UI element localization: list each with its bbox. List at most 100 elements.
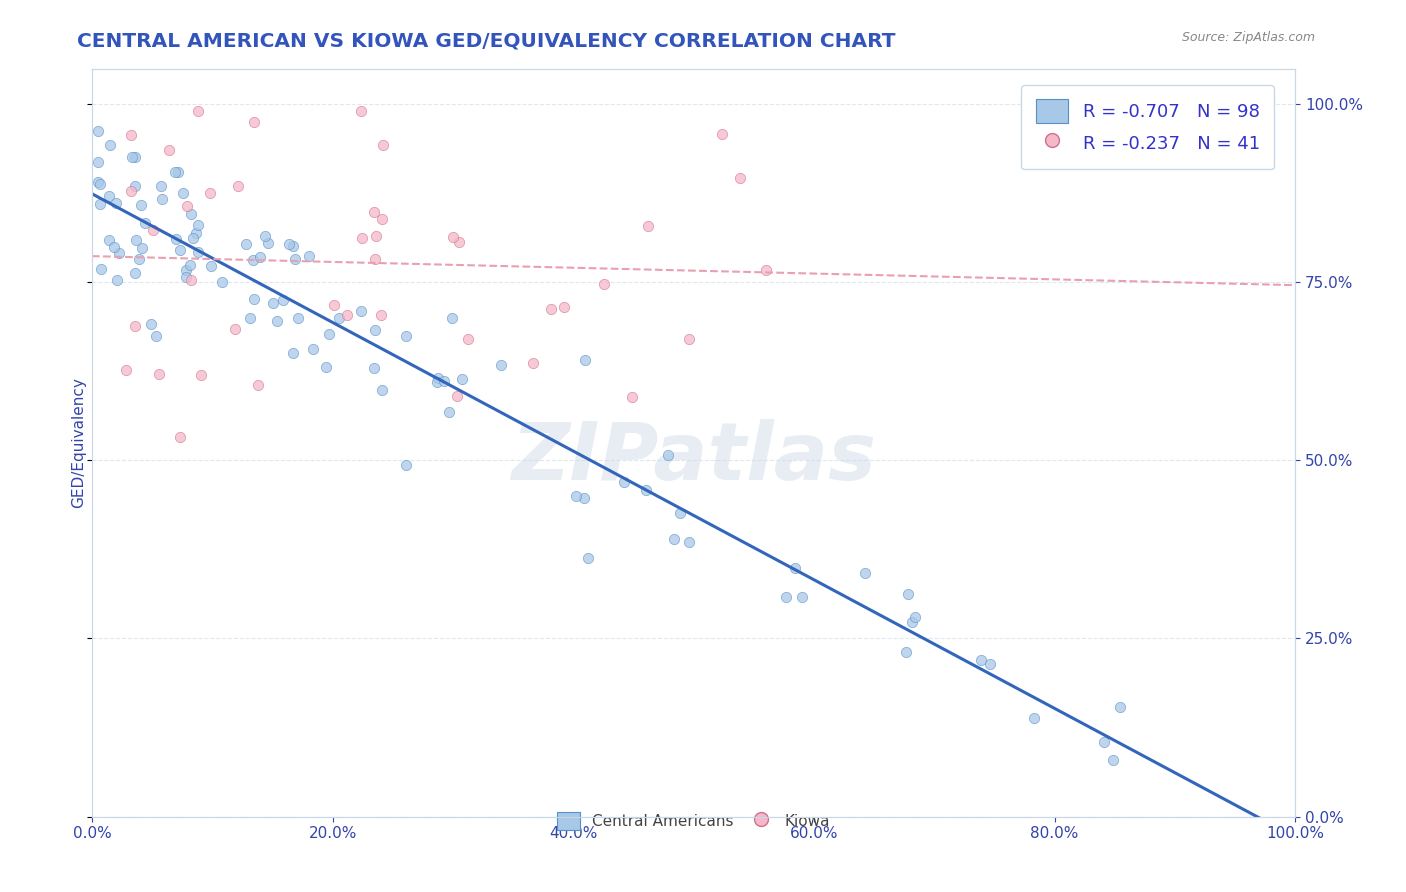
Point: [457, 332, 479, 346]
Point: [1102, 753, 1125, 767]
Point: [167, 165, 190, 179]
Point: [593, 277, 616, 291]
Point: [853, 566, 876, 581]
Point: [278, 236, 301, 251]
Text: Source: ZipAtlas.com: Source: ZipAtlas.com: [1181, 31, 1315, 45]
Point: [124, 319, 146, 334]
Point: [198, 186, 221, 200]
Point: [242, 253, 264, 268]
Point: [613, 475, 636, 489]
Point: [302, 342, 325, 356]
Point: [785, 560, 807, 574]
Point: [87, 124, 110, 138]
Point: [226, 179, 249, 194]
Point: [125, 233, 148, 247]
Point: [89, 197, 111, 211]
Point: [142, 222, 165, 236]
Point: [105, 273, 128, 287]
Point: [284, 252, 307, 267]
Point: [664, 532, 686, 546]
Point: [366, 229, 388, 244]
Point: [790, 590, 813, 604]
Point: [98, 233, 121, 247]
Point: [98, 138, 121, 153]
Point: [896, 645, 918, 659]
Point: [186, 226, 208, 240]
Point: [363, 252, 385, 266]
Point: [711, 127, 734, 141]
Point: [350, 104, 373, 119]
Point: [187, 219, 209, 233]
Point: [395, 458, 418, 472]
Point: [124, 150, 146, 164]
Point: [426, 371, 449, 385]
Point: [451, 372, 474, 386]
Point: [87, 155, 110, 169]
Point: [489, 358, 512, 372]
Point: [437, 405, 460, 419]
Point: [150, 178, 173, 193]
Point: [181, 231, 204, 245]
Point: [98, 189, 121, 203]
Point: [364, 323, 387, 337]
Point: [87, 175, 110, 189]
Point: [678, 535, 700, 549]
Point: [287, 311, 309, 326]
Point: [446, 389, 468, 403]
Point: [169, 244, 191, 258]
Point: [262, 296, 284, 310]
Point: [1109, 700, 1132, 714]
Point: [363, 205, 385, 219]
Point: [904, 609, 927, 624]
Point: [336, 308, 359, 322]
Point: [565, 489, 588, 503]
Point: [107, 246, 129, 260]
Point: [176, 263, 198, 277]
Point: [323, 297, 346, 311]
Point: [540, 301, 562, 316]
Point: [775, 590, 797, 604]
Point: [165, 232, 187, 246]
Point: [350, 304, 373, 318]
Point: [172, 186, 194, 201]
Point: [371, 383, 394, 397]
Point: [157, 143, 180, 157]
Point: [298, 249, 321, 263]
Point: [180, 273, 202, 287]
Point: [128, 252, 150, 266]
Point: [897, 587, 920, 601]
Point: [576, 550, 599, 565]
Point: [553, 300, 575, 314]
Point: [187, 244, 209, 259]
Point: [224, 321, 246, 335]
Point: [574, 353, 596, 368]
Point: [124, 266, 146, 280]
Point: [211, 275, 233, 289]
Point: [242, 292, 264, 306]
Point: [637, 219, 659, 233]
Point: [328, 311, 350, 326]
Point: [522, 356, 544, 370]
Point: [243, 114, 266, 128]
Point: [139, 317, 162, 331]
Point: [246, 378, 269, 392]
Point: [124, 179, 146, 194]
Point: [131, 241, 153, 255]
Point: [371, 212, 394, 227]
Point: [121, 150, 143, 164]
Point: [134, 216, 156, 230]
Point: [179, 258, 201, 272]
Point: [120, 184, 142, 198]
Point: [169, 430, 191, 444]
Point: [103, 240, 125, 254]
Point: [371, 138, 394, 153]
Point: [148, 367, 170, 381]
Point: [120, 128, 142, 142]
Point: [363, 361, 385, 376]
Point: [152, 192, 174, 206]
Point: [129, 198, 152, 212]
Point: [433, 374, 456, 388]
Point: [174, 269, 197, 284]
Point: [728, 170, 751, 185]
Point: [621, 390, 644, 404]
